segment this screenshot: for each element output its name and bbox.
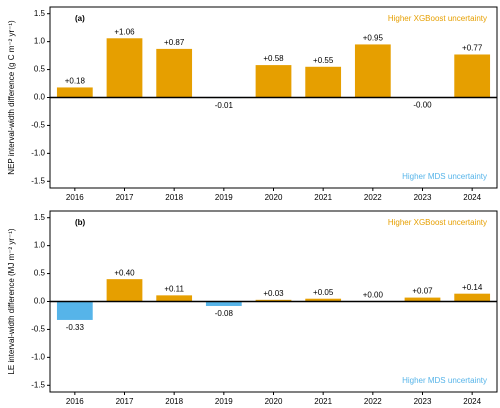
y-tick-label: -1.5 xyxy=(31,176,45,185)
value-label: -0.01 xyxy=(215,101,234,110)
value-label: +0.11 xyxy=(164,284,184,293)
bar xyxy=(354,44,391,98)
bar xyxy=(205,301,242,306)
x-tick-label: 2017 xyxy=(116,397,134,406)
annotation-top: Higher XGBoost uncertainty xyxy=(388,218,487,227)
x-tick-label: 2023 xyxy=(414,193,432,202)
value-label: +0.77 xyxy=(462,44,483,53)
annotation-bottom: Higher MDS uncertainty xyxy=(402,172,487,181)
x-tick-label: 2021 xyxy=(314,397,332,406)
x-tick-label: 2024 xyxy=(463,193,481,202)
value-label: +0.95 xyxy=(363,34,384,43)
y-axis-label: NEP interval-width difference (g C m⁻² y… xyxy=(7,20,16,175)
value-label: +0.55 xyxy=(313,56,334,65)
value-label: +0.05 xyxy=(313,288,334,297)
value-label: +0.07 xyxy=(412,287,433,296)
value-label: -0.33 xyxy=(66,323,85,332)
value-label: +0.00 xyxy=(363,291,384,300)
x-tick-label: 2018 xyxy=(165,193,183,202)
value-label: +1.06 xyxy=(114,27,135,36)
bar xyxy=(454,54,491,98)
x-tick-label: 2021 xyxy=(314,193,332,202)
y-tick-label: 1.0 xyxy=(34,241,46,250)
x-tick-label: 2020 xyxy=(265,397,283,406)
y-tick-label: 1.5 xyxy=(34,213,46,222)
bar xyxy=(305,66,342,98)
x-tick-label: 2016 xyxy=(66,397,84,406)
y-axis-label: LE interval-width difference (MJ m⁻² yr⁻… xyxy=(7,228,16,374)
value-label: +0.18 xyxy=(65,77,86,86)
y-tick-label: 1.5 xyxy=(34,9,46,18)
panel-label: (a) xyxy=(75,14,85,23)
y-tick-label: 1.0 xyxy=(34,37,46,46)
value-label: +0.14 xyxy=(462,283,483,292)
y-tick-label: 0.0 xyxy=(34,297,46,306)
x-tick-label: 2019 xyxy=(215,397,233,406)
x-tick-label: 2020 xyxy=(265,193,283,202)
x-tick-label: 2019 xyxy=(215,193,233,202)
y-tick-label: -0.5 xyxy=(31,121,45,130)
value-label: -0.08 xyxy=(215,309,234,318)
y-tick-label: -1.0 xyxy=(31,352,45,361)
y-tick-label: -1.0 xyxy=(31,148,45,157)
value-label: +0.40 xyxy=(114,268,135,277)
value-label: +0.87 xyxy=(164,38,185,47)
bar xyxy=(404,297,441,302)
y-tick-label: 0.5 xyxy=(34,65,46,74)
y-tick-label: 0.0 xyxy=(34,93,46,102)
bar xyxy=(156,48,193,98)
x-tick-label: 2023 xyxy=(414,397,432,406)
y-tick-label: -1.5 xyxy=(31,380,45,389)
bar xyxy=(156,295,193,302)
bar xyxy=(305,298,342,302)
x-tick-label: 2016 xyxy=(66,193,84,202)
bar xyxy=(255,65,292,98)
bar xyxy=(454,293,491,302)
x-tick-label: 2022 xyxy=(364,397,382,406)
x-tick-label: 2018 xyxy=(165,397,183,406)
value-label: +0.03 xyxy=(263,289,284,298)
x-tick-label: 2024 xyxy=(463,397,481,406)
annotation-bottom: Higher MDS uncertainty xyxy=(402,376,487,385)
annotation-top: Higher XGBoost uncertainty xyxy=(388,14,487,23)
panel-label: (b) xyxy=(75,218,86,227)
bar xyxy=(255,299,292,302)
value-label: +0.58 xyxy=(263,54,284,63)
x-tick-label: 2022 xyxy=(364,193,382,202)
bar xyxy=(56,301,93,320)
bar xyxy=(56,87,93,98)
bar xyxy=(106,38,143,98)
bar xyxy=(106,279,143,302)
y-tick-label: -0.5 xyxy=(31,325,45,334)
x-tick-label: 2017 xyxy=(116,193,134,202)
value-label: -0.00 xyxy=(413,101,432,110)
y-tick-label: 0.5 xyxy=(34,269,46,278)
